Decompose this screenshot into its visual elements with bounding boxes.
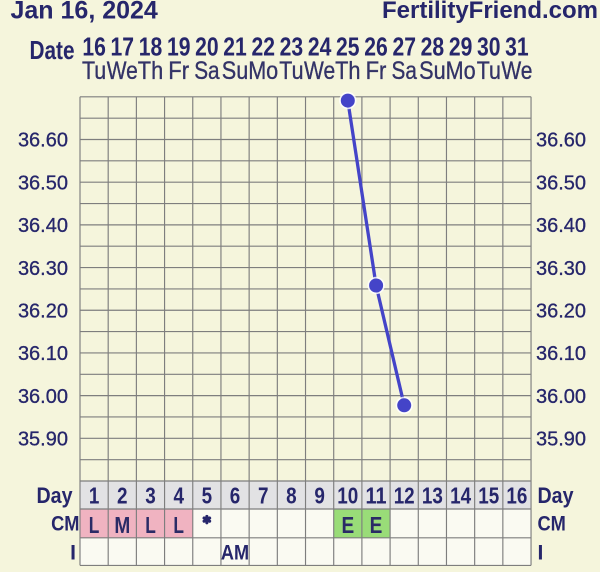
- svg-text:Fr: Fr: [366, 57, 387, 85]
- svg-text:31: 31: [505, 32, 529, 62]
- svg-text:36.20: 36.20: [536, 301, 586, 323]
- svg-text:17: 17: [111, 32, 135, 62]
- svg-text:Sa: Sa: [392, 57, 417, 85]
- svg-text:Th: Th: [335, 57, 360, 85]
- svg-text:L: L: [89, 512, 100, 538]
- svg-text:16: 16: [82, 32, 106, 62]
- svg-text:36.30: 36.30: [18, 258, 68, 280]
- svg-text:3: 3: [145, 483, 156, 509]
- svg-text:Tu: Tu: [279, 57, 303, 85]
- svg-text:25: 25: [336, 32, 360, 62]
- svg-text:2: 2: [117, 483, 128, 509]
- svg-text:8: 8: [286, 483, 297, 509]
- svg-text:Date: Date: [30, 35, 75, 65]
- svg-text:We: We: [107, 57, 138, 85]
- svg-text:Day: Day: [37, 483, 74, 508]
- svg-text:AM: AM: [221, 542, 249, 565]
- svg-text:36.40: 36.40: [18, 215, 68, 237]
- svg-text:7: 7: [258, 483, 269, 509]
- svg-text:E: E: [341, 512, 354, 538]
- svg-text:Th: Th: [138, 57, 163, 85]
- svg-text:26: 26: [364, 32, 388, 62]
- svg-text:Fr: Fr: [168, 57, 189, 85]
- svg-text:36.60: 36.60: [536, 130, 586, 152]
- svg-text:23: 23: [280, 32, 304, 62]
- svg-text:M: M: [114, 512, 130, 538]
- svg-text:36.10: 36.10: [18, 343, 68, 365]
- svg-text:Su: Su: [419, 57, 446, 85]
- svg-text:9: 9: [314, 483, 325, 509]
- svg-text:Su: Su: [222, 57, 249, 85]
- svg-text:11: 11: [366, 483, 387, 509]
- svg-text:35.90: 35.90: [18, 429, 68, 451]
- svg-text:15: 15: [478, 483, 499, 509]
- svg-text:1: 1: [89, 483, 100, 509]
- svg-text:36.50: 36.50: [536, 172, 586, 194]
- svg-text:36.40: 36.40: [536, 215, 586, 237]
- svg-text:35.90: 35.90: [536, 429, 586, 451]
- svg-text:I: I: [70, 542, 76, 565]
- svg-text:30: 30: [477, 32, 501, 62]
- svg-text:Mo: Mo: [248, 57, 278, 85]
- svg-text:36.00: 36.00: [536, 386, 586, 408]
- svg-text:I: I: [538, 542, 544, 565]
- svg-text:36.00: 36.00: [18, 386, 68, 408]
- svg-text:Sa: Sa: [194, 57, 219, 85]
- svg-text:36.50: 36.50: [18, 172, 68, 194]
- svg-text:13: 13: [422, 483, 443, 509]
- svg-text:10: 10: [337, 483, 358, 509]
- svg-text:18: 18: [139, 32, 163, 62]
- svg-text:6: 6: [230, 483, 241, 509]
- svg-text:24: 24: [308, 32, 332, 62]
- svg-text:29: 29: [449, 32, 473, 62]
- svg-text:21: 21: [223, 32, 247, 62]
- svg-text:28: 28: [421, 32, 445, 62]
- svg-text:5: 5: [202, 483, 213, 509]
- svg-text:E: E: [370, 512, 383, 538]
- svg-text:14: 14: [450, 483, 471, 509]
- svg-text:19: 19: [167, 32, 191, 62]
- svg-text:L: L: [145, 512, 156, 538]
- svg-text:CM: CM: [538, 513, 566, 536]
- svg-text:36.10: 36.10: [536, 343, 586, 365]
- svg-text:CM: CM: [51, 513, 79, 536]
- svg-text:FertilityFriend.com: FertilityFriend.com: [382, 0, 598, 24]
- svg-text:12: 12: [394, 483, 415, 509]
- svg-text:20: 20: [195, 32, 219, 62]
- svg-text:22: 22: [251, 32, 275, 62]
- svg-text:4: 4: [173, 483, 184, 509]
- svg-text:Mo: Mo: [446, 57, 476, 85]
- svg-text:16: 16: [506, 483, 527, 509]
- svg-text:36.60: 36.60: [18, 130, 68, 152]
- svg-text:Jan 16, 2024: Jan 16, 2024: [11, 0, 158, 25]
- svg-text:27: 27: [392, 32, 416, 62]
- svg-text:Tu: Tu: [82, 57, 106, 85]
- svg-text:We: We: [501, 57, 532, 85]
- svg-text:Day: Day: [538, 483, 575, 508]
- svg-text:We: We: [304, 57, 335, 85]
- svg-text:Tu: Tu: [477, 57, 501, 85]
- svg-text:36.20: 36.20: [18, 301, 68, 323]
- svg-text:36.30: 36.30: [536, 258, 586, 280]
- svg-text:L: L: [173, 512, 184, 538]
